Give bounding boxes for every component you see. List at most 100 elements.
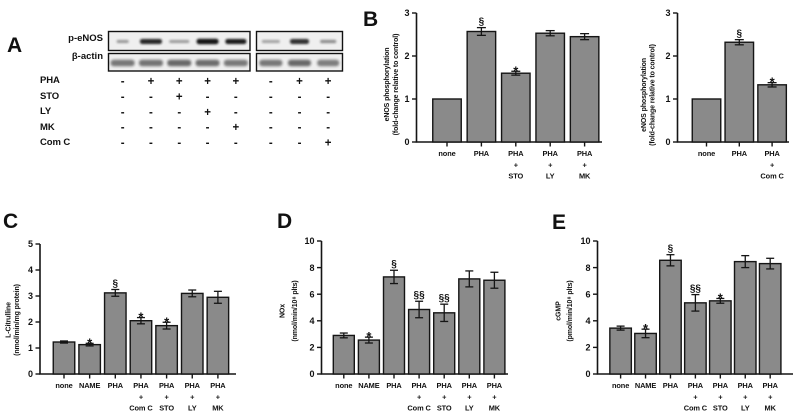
treatment-mark: - (149, 91, 153, 103)
bar-B1-0 (432, 98, 462, 143)
bar-C-0 (52, 341, 76, 375)
x-category-label: PHA (159, 381, 175, 390)
treatment-label-comc: Com C (40, 137, 71, 148)
chart-C: 0 1 2 3 4 5 L-Citrulline (nmol/min/mg protein) n… (6, 239, 236, 413)
significance-mark: §§ (690, 283, 702, 294)
bar-B1-3 (535, 32, 566, 143)
y-tick-label: 8 (585, 263, 590, 273)
treatment-mark: - (121, 122, 125, 134)
y-tick-label: 5 (28, 239, 33, 249)
treatment-mark: - (326, 91, 330, 103)
treatment-mark: + (325, 76, 332, 88)
x-category-label: MK (579, 172, 591, 181)
bar-E-2 (659, 259, 682, 375)
y-axis-label: L-Citrulline (6, 302, 13, 338)
x-category-label: + (190, 393, 195, 402)
x-category-label: PHA (386, 381, 402, 390)
y-tick-label: 0 (585, 369, 590, 379)
blot-band (288, 59, 311, 67)
x-category-label: PHA (462, 381, 478, 390)
treatment-mark: - (149, 107, 153, 119)
x-category-label: + (164, 393, 169, 402)
x-category-label: PHA (663, 381, 679, 390)
x-category-label: + (693, 393, 698, 402)
bar-C-4 (155, 324, 179, 375)
x-category-label: Com C (129, 404, 153, 413)
x-category-label: PHA (732, 149, 748, 158)
x-category-label: PHA (108, 381, 124, 390)
y-tick-label: 1 (665, 94, 670, 104)
y-axis-label: eNOS phosphorylation (384, 48, 391, 122)
blot-band (320, 39, 337, 44)
x-category-label: + (718, 393, 723, 402)
bar-D-2 (382, 276, 406, 375)
blot-band (138, 59, 163, 67)
x-category-label: PHA (713, 381, 729, 390)
significance-mark: § (668, 243, 674, 254)
x-category-label: + (139, 393, 144, 402)
x-category-label: PHA (508, 149, 524, 158)
significance-mark: * (164, 314, 170, 329)
treatment-mark: - (298, 107, 302, 119)
x-category-label: none (612, 381, 629, 390)
blot-band (167, 59, 192, 67)
panel-c-label: C (3, 210, 19, 233)
y-tick-label: 4 (309, 316, 314, 326)
bar-E-0 (609, 327, 633, 375)
panel-e-label: E (552, 211, 567, 234)
bar-D-6 (483, 279, 506, 375)
x-category-label: Com C (407, 404, 431, 413)
bar-E-4 (708, 300, 732, 375)
x-category-label: STO (437, 404, 452, 413)
y-tick-label: 4 (585, 316, 590, 326)
y-tick-label: 0 (404, 137, 409, 147)
blot-band (196, 38, 219, 45)
bar-E-5 (733, 260, 757, 375)
blot-band (223, 59, 248, 67)
bar-E-3 (683, 302, 707, 375)
chart-D: 0 2 4 6 8 10 NOx (nmol/min/10⁸ plts) none * NAME § P… (279, 236, 508, 413)
y-tick-label: 2 (404, 51, 409, 61)
treatment-mark: + (232, 76, 239, 88)
treatment-mark: - (269, 107, 273, 119)
y-tick-label: 3 (404, 8, 409, 18)
x-category-label: PHA (437, 381, 453, 390)
treatment-mark: - (269, 91, 273, 103)
treatment-mark: + (176, 76, 183, 88)
x-category-label: none (335, 381, 352, 390)
x-category-label: + (743, 393, 748, 402)
significance-mark: § (737, 28, 743, 39)
significance-mark: § (391, 259, 397, 270)
treatment-mark: - (269, 138, 273, 150)
treatment-mark: + (176, 91, 183, 103)
x-category-label: LY (741, 404, 750, 413)
treatment-label-pha: PHA (40, 75, 60, 86)
treatment-label-mk: MK (40, 121, 55, 133)
treatment-mark: - (177, 138, 181, 150)
significance-mark: * (770, 75, 776, 90)
x-category-label: MK (489, 404, 501, 413)
x-category-label: + (548, 161, 553, 170)
y-axis-label: (fold-change relative to control) (650, 44, 657, 146)
bar-C-3 (129, 320, 153, 375)
treatment-label-sto: STO (40, 90, 60, 102)
treatment-mark: - (298, 91, 302, 103)
chart-B1: 0 1 2 3 eNOS phosphorylation (fold-change rel… (384, 8, 602, 181)
bar-D-1 (357, 339, 381, 375)
significance-mark: §§ (414, 290, 426, 301)
y-axis-label: (fold-change relative to control) (393, 34, 400, 136)
y-axis-label: eNOS phosphorylation (641, 58, 648, 132)
bar-E-1 (634, 332, 657, 375)
treatment-mark: - (149, 122, 153, 134)
significance-mark: §§ (439, 293, 451, 304)
treatment-mark: + (232, 122, 239, 134)
x-category-label: + (417, 393, 422, 402)
treatment-mark: + (204, 107, 211, 119)
x-category-label: none (55, 381, 72, 390)
x-category-label: PHA (487, 381, 503, 390)
treatment-mark: + (325, 138, 332, 150)
treatment-mark: - (269, 122, 273, 134)
blot-band (110, 59, 135, 67)
